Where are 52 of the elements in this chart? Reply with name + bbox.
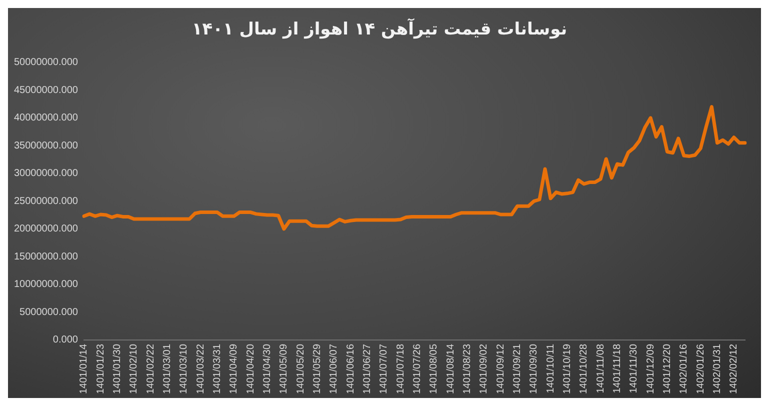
- x-tick-label: 1401/01/23: [95, 344, 106, 394]
- x-tick-label: 1401/08/05: [428, 344, 440, 394]
- y-tick-label: 20000000.000: [14, 224, 78, 235]
- x-tick-label: 1401/10/11: [545, 344, 556, 394]
- y-tick-label: 45000000.000: [14, 84, 78, 96]
- x-tick-label: 1401/07/07: [378, 344, 390, 394]
- x-tick-label: 1401/01/30: [112, 344, 124, 394]
- x-tick-label: 1401/06/07: [328, 344, 340, 394]
- x-tick-label: 1401/05/20: [295, 344, 306, 394]
- x-tick-label: 1401/03/22: [195, 344, 206, 394]
- x-tick-label: 1401/01/14: [78, 344, 90, 394]
- y-tick-label: 35000000.000: [14, 140, 78, 152]
- x-tick-label: 1401/02/22: [145, 344, 156, 394]
- x-tick-label: 1401/03/31: [212, 344, 224, 394]
- y-tick-label: 50000000.000: [14, 57, 78, 68]
- x-tick-label: 1401/07/26: [412, 344, 424, 394]
- x-tick-label: 1402/01/26: [695, 344, 706, 394]
- x-tick-label: 1401/09/12: [495, 344, 506, 394]
- x-tick-label: 1401/12/09: [645, 344, 656, 394]
- x-tick-label: 1401/05/29: [312, 344, 324, 394]
- x-tick-label: 1401/11/08: [595, 344, 606, 394]
- x-tick-label: 1402/02/12: [728, 344, 740, 394]
- y-tick-label: 5000000.000: [20, 306, 78, 318]
- x-tick-label: 1401/04/30: [262, 344, 274, 394]
- x-tick-label: 1401/07/18: [395, 344, 406, 394]
- x-tick-label: 1401/02/10: [128, 344, 140, 394]
- x-tick-label: 1401/03/10: [178, 344, 190, 394]
- y-tick-label: 0.000: [52, 334, 78, 346]
- x-tick-label: 1401/04/20: [245, 344, 256, 394]
- y-tick-label: 40000000.000: [14, 112, 78, 124]
- x-tick-label: 1401/12/20: [662, 344, 673, 394]
- x-tick-label: 1401/09/30: [528, 344, 540, 394]
- x-tick-label: 1401/08/14: [445, 344, 456, 394]
- y-tick-label: 10000000.000: [14, 279, 78, 290]
- chart-title: نوسانات قیمت تیرآهن ۱۴ اهواز از سال ۱۴۰۱: [192, 18, 568, 40]
- x-tick-label: 1401/11/30: [628, 344, 640, 394]
- x-tick-label: 1401/05/09: [278, 344, 290, 394]
- x-tick-label: 1401/03/01: [162, 344, 174, 394]
- x-tick-label: 1401/04/09: [228, 344, 240, 394]
- y-tick-label: 30000000.000: [14, 168, 78, 180]
- x-tick-label: 1401/10/28: [578, 344, 590, 394]
- x-tick-label: 1402/01/16: [678, 344, 690, 394]
- x-tick-label: 1401/08/23: [462, 344, 473, 394]
- y-tick-label: 15000000.000: [14, 251, 78, 262]
- x-tick-label: 1401/09/02: [478, 344, 490, 394]
- x-tick-label: 1401/10/19: [562, 344, 573, 394]
- x-tick-label: 1401/11/18: [612, 344, 623, 394]
- y-tick-label: 25000000.000: [14, 196, 78, 207]
- x-tick-label: 1401/09/21: [512, 344, 523, 394]
- x-tick-label: 1401/06/27: [362, 344, 374, 394]
- x-tick-label: 1401/06/16: [345, 344, 356, 394]
- x-tick-label: 1402/01/31: [712, 344, 723, 394]
